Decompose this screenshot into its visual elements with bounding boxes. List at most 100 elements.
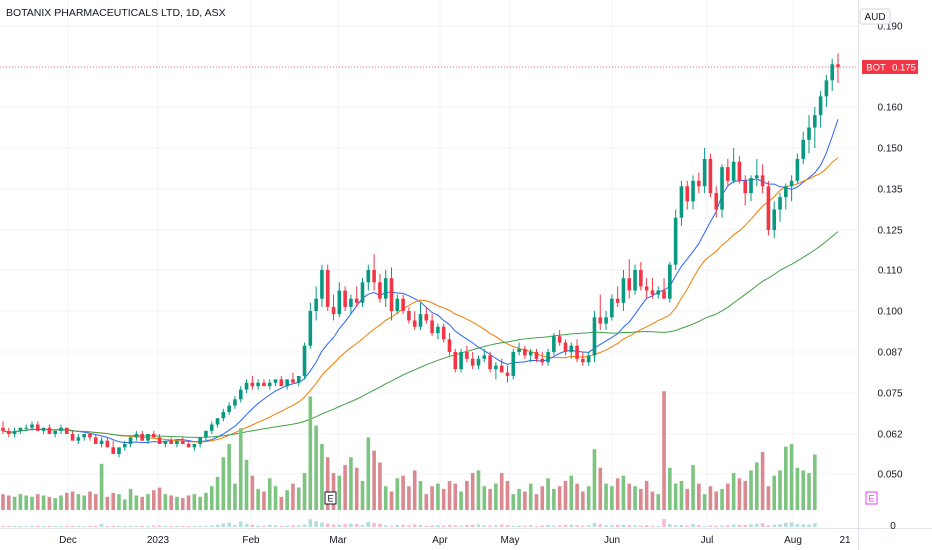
indicator-bar: [111, 525, 115, 527]
candle-body: [354, 298, 359, 303]
candle-body: [372, 270, 376, 283]
candle: [557, 329, 562, 346]
volume-bar: [441, 488, 446, 510]
indicator-bar: [314, 521, 318, 527]
candle-body: [662, 290, 666, 299]
candle: [244, 379, 249, 393]
candle: [737, 156, 742, 184]
candle: [302, 342, 307, 380]
candle: [749, 175, 753, 202]
candle-body: [134, 434, 139, 438]
indicator-bar: [360, 525, 365, 527]
candle-body: [105, 440, 110, 448]
indicator-bar: [41, 526, 46, 527]
candle-body: [604, 317, 608, 324]
candle-body: [691, 180, 695, 202]
volume-bar: [64, 492, 69, 510]
time-axis[interactable]: Dec 2023 Feb Mar Apr May Jun Jul Aug 21: [59, 535, 851, 546]
indicator-bar: [702, 525, 707, 527]
candle: [407, 306, 411, 324]
candle: [505, 365, 510, 383]
volume-bar: [592, 449, 597, 510]
indicator-bar: [233, 525, 237, 527]
volume-bar: [714, 491, 719, 510]
candle: [720, 164, 724, 218]
candle-body: [180, 440, 185, 444]
candle-body: [685, 186, 690, 202]
earnings-marker-upcoming[interactable]: [865, 491, 878, 505]
time-tick-label: 2023: [147, 535, 170, 546]
earnings-marker-past[interactable]: [324, 491, 337, 505]
indicator-bar: [546, 524, 550, 527]
indicator-bar: [7, 526, 11, 527]
time-tick-label: Mar: [329, 535, 347, 546]
price-tick-label: 0.190: [877, 22, 902, 33]
indicator-bar: [778, 524, 782, 527]
indicator-bar: [737, 524, 742, 527]
indicator-bar: [221, 523, 226, 527]
candle-body: [88, 434, 92, 438]
volume-bar: [250, 475, 255, 510]
candle-body: [320, 270, 324, 299]
volume-bar: [262, 491, 266, 510]
candle-body: [262, 382, 266, 387]
time-tick-label: May: [501, 535, 520, 546]
candle-body: [818, 96, 823, 116]
candle-body: [447, 339, 452, 352]
candle-body: [47, 427, 52, 434]
candle-body: [772, 209, 777, 230]
volume-bars: [1, 391, 817, 527]
volume-bar: [343, 465, 347, 510]
currency-box[interactable]: [859, 8, 891, 25]
price-tick-label: 0.160: [877, 103, 902, 114]
candle: [418, 302, 423, 330]
candle-body: [813, 115, 817, 128]
volume-bar: [517, 488, 521, 510]
candle-body: [35, 424, 40, 431]
candle-body: [795, 158, 800, 181]
volume-bar: [7, 495, 11, 510]
candle-body: [592, 317, 597, 356]
candle-body: [360, 282, 365, 303]
volume-bar: [673, 483, 678, 510]
volume-bar: [459, 491, 463, 510]
indicator-bar: [615, 524, 620, 527]
candle-body: [395, 298, 400, 311]
candle: [157, 434, 162, 444]
indicator-bar: [424, 525, 429, 527]
volume-bar: [354, 467, 359, 510]
indicator-bar: [784, 522, 788, 527]
candle-body: [836, 64, 840, 67]
candle: [778, 193, 782, 222]
indicator-bar: [755, 523, 759, 527]
candle: [801, 131, 806, 165]
price-axis[interactable]: 0.190 0.160 0.150 0.135 0.125 0.110 0.100 0.087…: [877, 22, 902, 533]
candle: [714, 186, 719, 218]
candle-body: [30, 424, 34, 428]
volume-bar: [151, 490, 156, 510]
candle: [528, 348, 533, 363]
volume-bar: [610, 486, 614, 510]
candle-body: [824, 80, 829, 97]
volume-bar: [662, 391, 666, 510]
candle-body: [586, 355, 591, 363]
candle-body: [325, 270, 330, 307]
indicator-bar: [204, 525, 208, 527]
candle: [517, 342, 521, 356]
volume-bar: [697, 483, 701, 510]
candle-body: [679, 186, 684, 218]
indicator-bar: [627, 525, 632, 527]
volume-bar: [702, 494, 707, 510]
indicator-bar: [296, 525, 301, 527]
indicator-bar: [621, 524, 626, 527]
indicator-bar: [12, 526, 17, 527]
candle-body: [673, 217, 678, 265]
indicator-bar: [644, 525, 649, 527]
candle-body: [459, 352, 463, 370]
volume-bar: [412, 470, 417, 510]
candle-body: [198, 437, 202, 444]
volume-bar: [204, 492, 208, 510]
time-tick-label: Feb: [242, 535, 260, 546]
